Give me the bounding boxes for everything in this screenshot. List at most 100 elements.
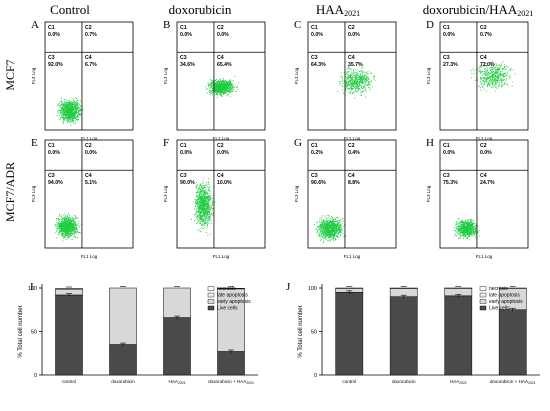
event-dot: [65, 219, 67, 221]
event-dot: [77, 103, 79, 105]
event-dot: [212, 92, 214, 93]
event-dot: [497, 78, 498, 80]
event-dot: [67, 223, 69, 225]
event-dot: [337, 221, 339, 223]
quadrant-c4-name: C4: [217, 55, 224, 61]
event-dot: [76, 100, 78, 102]
event-dot: [361, 77, 363, 79]
event-dot: [63, 104, 65, 105]
event-dot: [345, 82, 347, 83]
event-dot: [356, 87, 358, 89]
event-dot: [205, 213, 207, 214]
event-dot: [221, 89, 222, 91]
event-dot: [486, 90, 487, 92]
event-dot: [485, 74, 487, 76]
event-dot: [230, 82, 232, 84]
event-dot: [203, 198, 205, 200]
event-dot: [71, 239, 73, 240]
event-dot: [495, 76, 497, 78]
event-dot: [64, 217, 66, 219]
event-dot: [484, 62, 485, 64]
event-dot: [500, 73, 501, 75]
event-dot: [219, 84, 221, 86]
event-dot: [68, 228, 70, 230]
event-dot: [494, 76, 496, 78]
event-dot: [206, 219, 208, 221]
event-dot: [229, 79, 231, 81]
event-dot: [204, 212, 206, 214]
event-dot: [225, 92, 227, 94]
event-dot: [70, 114, 71, 116]
event-dot: [60, 231, 62, 233]
event-dot: [217, 89, 219, 90]
event-dot: [219, 84, 221, 86]
event-dot: [222, 93, 224, 95]
event-dot: [71, 224, 73, 226]
event-dot: [210, 86, 212, 88]
event-dot: [481, 77, 483, 79]
event-dot: [71, 116, 73, 118]
event-dot: [62, 122, 64, 123]
event-dot: [72, 231, 73, 233]
event-dot: [68, 102, 69, 104]
event-dot: [202, 208, 204, 210]
event-dot: [483, 88, 485, 90]
event-dot: [67, 231, 69, 233]
event-dot: [209, 195, 211, 197]
event-dot: [204, 191, 206, 193]
event-dot: [199, 199, 201, 201]
event-dot: [491, 76, 493, 78]
event-dot: [64, 220, 66, 222]
event-dot: [498, 76, 500, 78]
event-dot: [63, 228, 64, 230]
event-dot: [70, 120, 72, 122]
event-dot: [204, 215, 206, 217]
event-dot: [69, 223, 71, 225]
event-dot: [76, 97, 77, 99]
event-dot: [492, 79, 493, 80]
event-dot: [68, 230, 70, 232]
event-dot: [501, 86, 503, 88]
quadrant-c2-name: C2: [85, 25, 92, 31]
event-dot: [219, 86, 221, 88]
event-dot: [203, 223, 205, 224]
event-dot: [68, 225, 69, 227]
event-dot: [350, 84, 352, 86]
event-dot: [73, 232, 75, 233]
event-dot: [205, 209, 206, 211]
event-dot: [76, 116, 78, 118]
event-dot: [205, 211, 206, 212]
event-dot: [77, 107, 78, 109]
event-dot: [69, 221, 71, 223]
event-dot: [76, 228, 78, 230]
event-dot: [202, 209, 204, 211]
event-dot: [63, 220, 65, 222]
event-dot: [475, 77, 477, 79]
event-dot: [509, 76, 511, 78]
event-dot: [477, 79, 479, 81]
event-dot: [203, 198, 205, 200]
event-dot: [492, 85, 494, 86]
event-dot: [501, 74, 503, 76]
event-dot: [72, 109, 74, 111]
event-dot: [197, 199, 198, 200]
event-dot: [334, 227, 336, 228]
event-dot: [201, 202, 203, 203]
event-dot: [225, 80, 227, 82]
event-dot: [59, 230, 61, 232]
event-dot: [67, 216, 69, 218]
event-dot: [356, 82, 358, 84]
event-dot: [374, 80, 376, 82]
event-dot: [75, 231, 77, 233]
event-dot: [69, 105, 71, 106]
event-dot: [486, 70, 488, 71]
event-dot: [496, 70, 498, 72]
event-dot: [364, 78, 366, 80]
event-dot: [207, 190, 209, 191]
event-dot: [217, 92, 219, 94]
event-dot: [215, 87, 217, 89]
quadrant-c4-name: C4: [85, 55, 92, 61]
event-dot: [485, 79, 487, 81]
